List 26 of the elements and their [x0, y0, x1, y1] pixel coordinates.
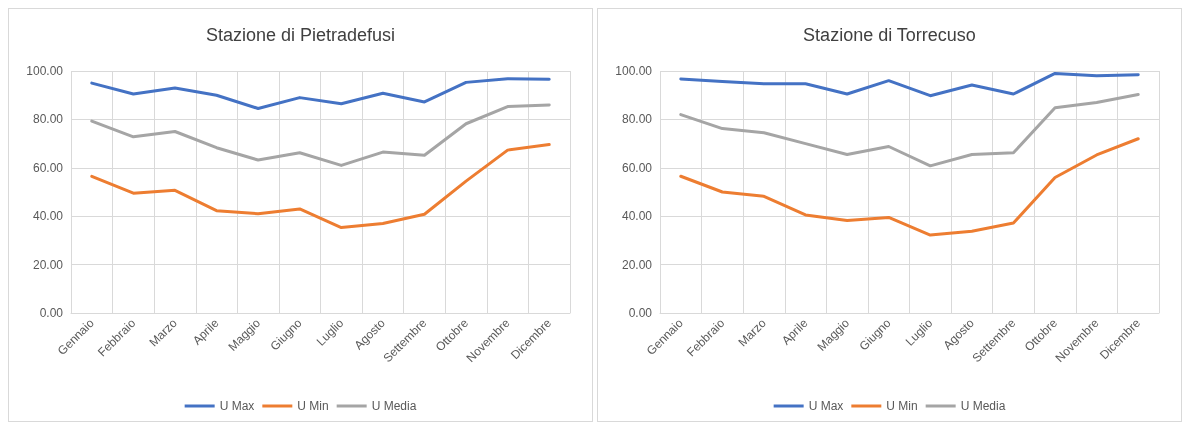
y-tick-label: 100.00 [26, 64, 64, 78]
y-tick-label: 80.00 [621, 112, 653, 127]
line-series [679, 137, 1140, 237]
y-tick-label: 20.00 [32, 257, 64, 272]
y-tick-label: 40.00 [621, 209, 653, 224]
legend-label: U Min [297, 399, 329, 413]
y-tick-label: 20.00 [621, 257, 653, 272]
y-tick-label: 60.00 [32, 160, 64, 175]
y-tick-label: 0.00 [628, 306, 653, 320]
y-tick-label: 60.00 [621, 160, 653, 175]
legend-label: U Max [808, 399, 844, 413]
line-series [90, 103, 551, 167]
legend-label: U Max [219, 399, 255, 413]
legend-label: U Min [886, 399, 918, 413]
chart-title: Stazione di Pietradefusi [205, 25, 396, 45]
y-tick-label: 100.00 [615, 64, 653, 78]
y-tick-label: 0.00 [39, 306, 64, 320]
y-tick-label: 40.00 [32, 209, 64, 224]
chart-title: Stazione di Torrecuso [803, 25, 976, 45]
y-tick-label: 80.00 [32, 112, 64, 127]
line-series [90, 143, 551, 230]
line-series [90, 77, 551, 111]
legend-label: U Media [371, 399, 417, 413]
line-series [679, 71, 1140, 98]
legend-label: U Media [960, 399, 1006, 413]
line-series [679, 92, 1140, 168]
